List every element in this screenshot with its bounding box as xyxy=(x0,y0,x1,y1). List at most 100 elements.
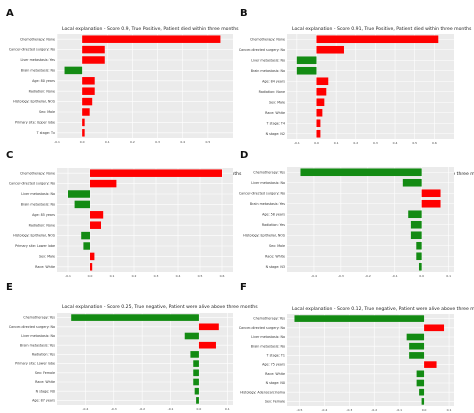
bar-6 xyxy=(193,360,199,367)
category-label: Cancer-directed surgery: No xyxy=(239,48,285,52)
category-label: Sex: Female xyxy=(35,371,55,375)
category-label: Sex: Male xyxy=(39,255,55,259)
chart-title: Local explanation - Score 0.12, True neg… xyxy=(292,306,474,312)
x-tick-label: 0.0 xyxy=(88,274,93,278)
category-label: Primary site: Lower lobe xyxy=(15,244,55,248)
bar-9 xyxy=(419,388,425,396)
bar-4 xyxy=(409,342,425,350)
x-tick-label: 0.0 xyxy=(80,140,85,144)
category-label: Radiation: None xyxy=(259,90,285,94)
panel-e: E Local explanation - Score 0.25, True ne… xyxy=(6,282,258,411)
x-tick-label: 0.0 xyxy=(197,407,202,411)
x-tick-label: 0.4 xyxy=(176,274,181,278)
bar-8 xyxy=(416,241,422,250)
bar-2 xyxy=(424,324,445,332)
x-tick-label: -0.3 xyxy=(346,408,352,412)
bar-2 xyxy=(402,178,422,187)
category-label: Cancer-directed surgery: No xyxy=(239,326,285,330)
category-label: Histology: Adenocarcinoma xyxy=(240,390,285,394)
x-tick-label: 0.3 xyxy=(155,140,160,144)
category-label: Chemotherapy: Yes xyxy=(253,170,285,174)
category-label: Chemotherapy: None xyxy=(20,171,55,175)
category-label: Race: White xyxy=(35,265,55,269)
bar-10 xyxy=(418,262,422,271)
category-label: Race: White xyxy=(35,380,55,384)
bar-7 xyxy=(82,97,93,106)
bar-1 xyxy=(82,35,221,43)
bar-6 xyxy=(90,221,101,229)
category-label: Race: White xyxy=(265,111,285,115)
category-label: Liver metastasis: No xyxy=(21,192,55,196)
bar-9 xyxy=(194,387,199,395)
x-tick-label: 0.0 xyxy=(314,141,319,145)
category-label: Race: White xyxy=(265,372,285,376)
x-tick-label: 0.1 xyxy=(334,141,339,145)
category-label: Age: 58 years xyxy=(262,212,285,216)
panel-letter: C xyxy=(6,150,13,161)
bar-10 xyxy=(316,129,321,138)
x-tick-label: 0.4 xyxy=(180,140,185,144)
category-label: T stage: Tx xyxy=(36,131,55,135)
panel-f: F Local explanation - Score 0.12, True ne… xyxy=(239,282,474,412)
bar-2 xyxy=(82,45,105,54)
bar-9 xyxy=(316,119,321,128)
x-tick-label: 0.6 xyxy=(432,141,437,145)
category-label: Age: 87 years xyxy=(32,399,55,403)
bar-10 xyxy=(196,397,199,404)
x-tick-label: 0.1 xyxy=(110,274,115,278)
category-label: Chemotherapy: None xyxy=(20,37,55,41)
bar-1 xyxy=(300,168,422,177)
bar-3 xyxy=(296,56,317,65)
bar-7 xyxy=(316,98,325,107)
x-tick-label: -0.1 xyxy=(54,140,60,144)
category-label: Age: 80 years xyxy=(32,79,55,83)
x-tick-label: 0.0 xyxy=(419,274,424,278)
category-label: Chemotherapy: None xyxy=(250,37,285,41)
x-tick-label: 0.5 xyxy=(412,141,417,145)
category-label: Sex: Female xyxy=(265,400,285,404)
bar-2 xyxy=(90,179,117,188)
category-label: Liver metastasis: No xyxy=(21,334,55,338)
bar-10 xyxy=(82,129,85,137)
bar-4 xyxy=(421,199,441,208)
category-label: Radiation: Yes xyxy=(32,353,55,357)
bar-3 xyxy=(68,190,90,198)
category-label: Primary site: Lower lobe xyxy=(15,362,55,366)
category-label: Liver metastasis: No xyxy=(251,58,285,62)
bar-2 xyxy=(198,323,219,331)
x-tick-label: 0.2 xyxy=(353,141,358,145)
panel-letter: D xyxy=(240,150,248,161)
category-label: N stage: N0 xyxy=(36,389,55,393)
x-tick-label: -0.1 xyxy=(396,408,402,412)
category-label: Primary site: Upper lobe xyxy=(15,121,55,125)
bar-1 xyxy=(294,315,425,322)
x-tick-label: 0.1 xyxy=(447,408,452,412)
bar-1 xyxy=(90,169,222,177)
category-label: T stage: T4 xyxy=(266,121,285,125)
category-label: Histology: Epithelial, NOS xyxy=(13,100,55,104)
panel-a: A Local explanation - Score 0.9, True Pos… xyxy=(6,8,239,144)
category-label: Chemotherapy: Yes xyxy=(23,316,55,320)
bar-7 xyxy=(193,369,199,377)
bar-9 xyxy=(90,252,95,261)
x-tick-label: -0.5 xyxy=(297,408,303,412)
x-tick-label: -0.1 xyxy=(65,274,71,278)
bar-6 xyxy=(316,87,327,96)
category-label: Chemotherapy: Yes xyxy=(253,317,285,321)
x-tick-label: -0.3 xyxy=(338,274,344,278)
bar-7 xyxy=(416,370,425,378)
category-label: Sex: Male xyxy=(269,100,285,104)
x-tick-label: 0.1 xyxy=(105,140,110,144)
category-label: N stage: N0 xyxy=(266,381,285,385)
bar-8 xyxy=(416,379,425,387)
category-label: Brain metastasis: No xyxy=(21,69,55,73)
plot-area xyxy=(287,34,454,139)
x-tick-label: 0.2 xyxy=(130,140,135,144)
bar-5 xyxy=(316,77,329,86)
x-tick-label: 0.1 xyxy=(446,274,451,278)
bar-6 xyxy=(410,220,422,229)
x-tick-label: 0.4 xyxy=(393,141,398,145)
bar-1 xyxy=(316,35,439,44)
bar-5 xyxy=(82,77,95,85)
